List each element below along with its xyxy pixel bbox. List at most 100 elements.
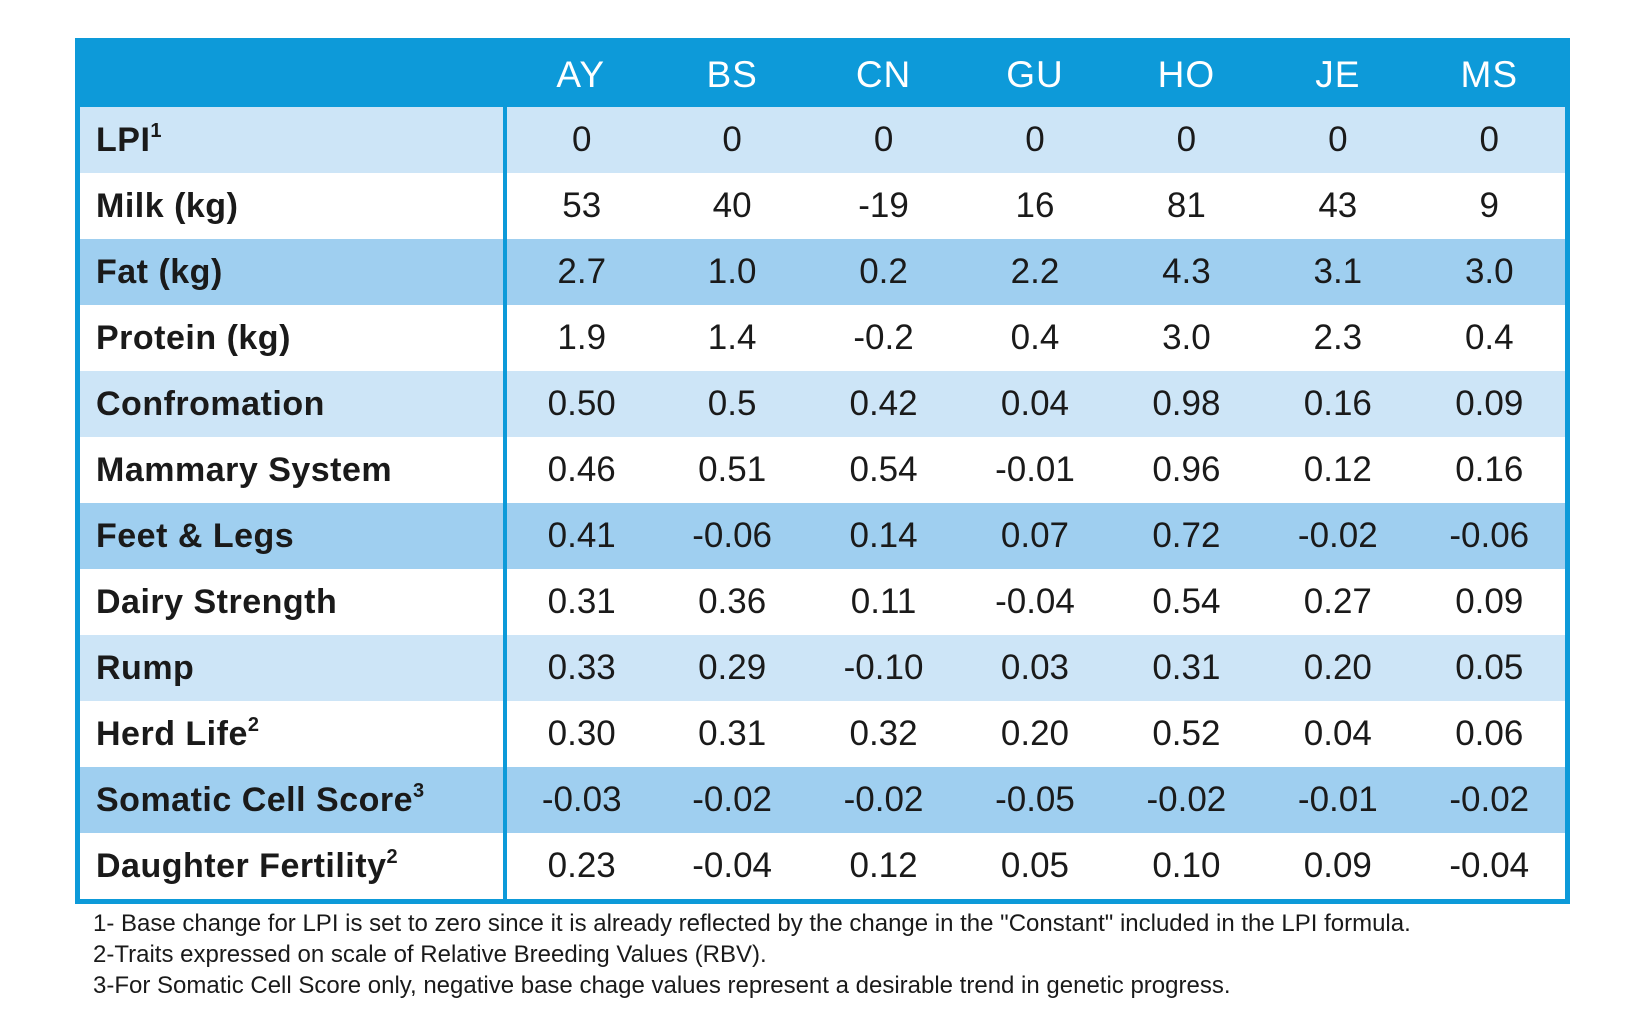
value-cell-gu: 2.2 [959,239,1111,305]
value-cell-ms: 0.09 [1413,371,1565,437]
value-cell-ho: 4.3 [1110,239,1263,305]
table-row: Daughter Fertility2 0.23 -0.04 0.12 0.05 0.10… [80,833,1565,899]
trait-label: Confromation [96,384,325,423]
trait-name-cell: Daughter Fertility2 [80,833,507,899]
value-cell-je: -0.02 [1262,503,1414,569]
trait-name-cell: Dairy Strength [80,569,507,635]
value-cell-gu: 16 [959,173,1111,239]
trait-name-cell: Feet & Legs [80,503,507,569]
base-change-table: AY BS CN GU HO JE MS LPI1 0 0 0 0 0 0 0 Milk (kg) 53 40-… [80,43,1565,899]
value-cell-gu: 0.03 [959,635,1111,701]
value-cell-ms: -0.02 [1413,767,1565,833]
value-cell-ms: 0.16 [1413,437,1565,503]
value-cell-je: 0.12 [1262,437,1414,503]
value-cell-je: 43 [1262,173,1414,239]
value-cell-bs: -0.02 [656,767,808,833]
value-cell-cn: -0.2 [807,305,960,371]
header-corner-cell [80,43,505,107]
value-cell-bs: 1.0 [656,239,808,305]
value-cell-ms: 0.4 [1413,305,1565,371]
table-header-row: AY BS CN GU HO JE MS [80,43,1565,107]
value-cell-je: 0.20 [1262,635,1414,701]
value-cell-cn: 0.14 [807,503,960,569]
trait-label: Rump [96,648,195,687]
trait-name-cell: Fat (kg) [80,239,507,305]
value-cell-ms: 0.09 [1413,569,1565,635]
column-header-ms: MS [1413,43,1565,107]
value-cell-cn: 0 [807,107,960,173]
trait-name-cell: Milk (kg) [80,173,507,239]
footnote-marker: 3 [413,779,425,802]
value-cell-ms: -0.06 [1413,503,1565,569]
trait-label: LPI [96,120,151,159]
value-cell-bs: 0.51 [656,437,808,503]
value-cell-bs: -0.04 [656,833,808,899]
value-cell-ho: 81 [1110,173,1263,239]
value-cell-ay: 0.46 [505,437,657,503]
value-cell-je: 0 [1262,107,1414,173]
trait-name-cell: Herd Life2 [80,701,507,767]
value-cell-bs: 0.31 [656,701,808,767]
footnote-1: 1- Base change for LPI is set to zero si… [93,910,1411,937]
value-cell-ay: 1.9 [505,305,657,371]
trait-label: Milk (kg) [96,186,239,225]
value-cell-bs: 0 [656,107,808,173]
value-cell-ho: 0.72 [1110,503,1263,569]
value-cell-bs: 0.36 [656,569,808,635]
column-header-cn: CN [807,43,960,107]
value-cell-je: -0.01 [1262,767,1414,833]
value-cell-bs: 1.4 [656,305,808,371]
trait-label: Mammary System [96,450,393,489]
value-cell-gu: -0.05 [959,767,1111,833]
trait-label: Fat (kg) [96,252,223,291]
value-cell-cn: 0.12 [807,833,960,899]
footnotes: 1- Base change for LPI is set to zero si… [93,908,1613,1001]
value-cell-ms: 0.05 [1413,635,1565,701]
value-cell-gu: 0 [959,107,1111,173]
footnote-marker: 2 [247,713,260,736]
value-cell-cn: 0.42 [807,371,960,437]
table-row: Fat (kg) 2.7 1.0 0.2 2.2 4.3 3.1 3.0 [80,239,1565,305]
value-cell-bs: -0.06 [656,503,808,569]
table-row: Protein (kg) 1.9 1.4 -0.2 0.4 3.0 2.3 0.4 [80,305,1565,371]
value-cell-ay: 0.31 [505,569,657,635]
value-cell-ms: 0.06 [1413,701,1565,767]
value-cell-ho: 0.52 [1110,701,1263,767]
trait-name-cell: Somatic Cell Score3 [80,767,507,833]
table-row: Somatic Cell Score3 -0.03 -0.02 -0.02 -0.05-… [80,767,1565,833]
column-header-ho: HO [1110,43,1263,107]
value-cell-cn: 0.32 [807,701,960,767]
value-cell-cn: 0.11 [807,569,960,635]
trait-name-cell: Rump [80,635,507,701]
value-cell-je: 0.09 [1262,833,1414,899]
value-cell-gu: 0.20 [959,701,1111,767]
trait-name-cell: LPI1 [80,107,507,173]
value-cell-ay: 0.50 [505,371,657,437]
value-cell-gu: 0.4 [959,305,1111,371]
value-cell-cn: 0.54 [807,437,960,503]
value-cell-ms: 0 [1413,107,1565,173]
value-cell-ho: 3.0 [1110,305,1263,371]
table-row: Confromation 0.50 0.5 0.42 0.04 0.98 0.16 0.09 [80,371,1565,437]
table-row: LPI1 0 0 0 0 0 0 0 [80,107,1565,173]
trait-name-cell: Protein (kg) [80,305,507,371]
value-cell-ho: 0 [1110,107,1263,173]
column-header-ay: AY [505,43,657,107]
table-row: Milk (kg) 53 40 -19 16 81 43 9 [80,173,1565,239]
footnote-2: 2-Traits expressed on scale of Relative … [93,941,767,968]
value-cell-ho: 0.98 [1110,371,1263,437]
table-row: Dairy Strength 0.31 0.36 0.11 -0.04 0.54 0.27 0… [80,569,1565,635]
value-cell-je: 0.27 [1262,569,1414,635]
value-cell-bs: 40 [656,173,808,239]
trait-label: Daughter Fertility [96,846,387,885]
value-cell-ay: 0 [505,107,657,173]
value-cell-ay: -0.03 [505,767,657,833]
footnote-marker: 1 [150,119,163,142]
value-cell-je: 3.1 [1262,239,1414,305]
column-header-bs: BS [656,43,808,107]
value-cell-bs: 0.29 [656,635,808,701]
value-cell-ms: 9 [1413,173,1565,239]
footnote-marker: 2 [386,845,399,868]
value-cell-bs: 0.5 [656,371,808,437]
value-cell-ay: 2.7 [505,239,657,305]
